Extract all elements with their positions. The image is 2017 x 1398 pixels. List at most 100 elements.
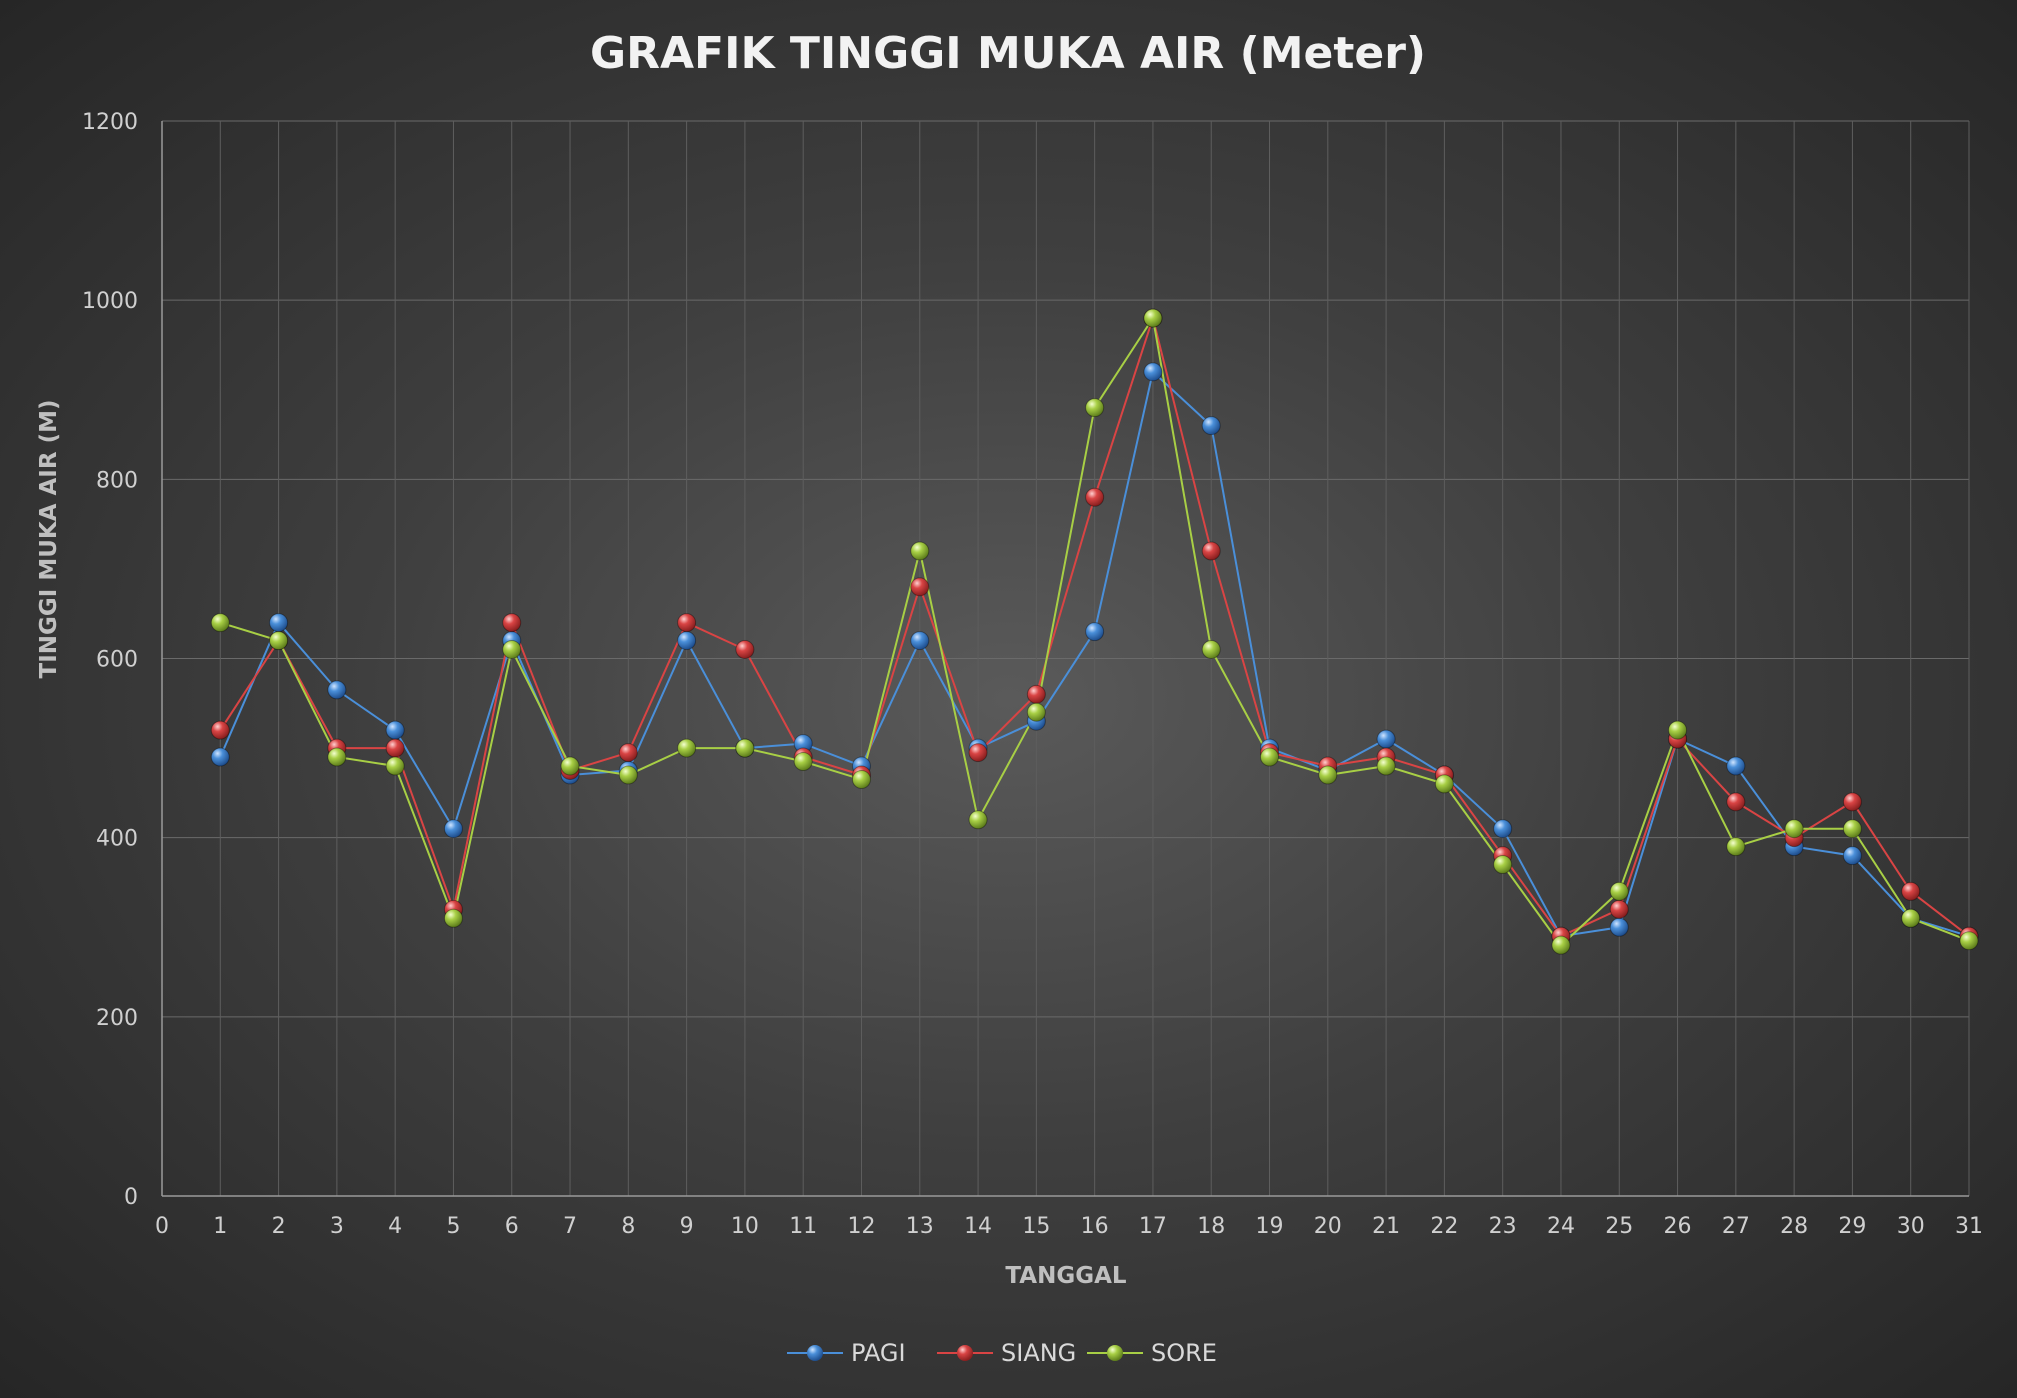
data-point-pagi <box>910 631 930 651</box>
data-point-siang <box>968 743 988 763</box>
x-tick-label: 13 <box>906 1214 934 1239</box>
y-axis-title: TINGGI MUKA AIR (M) <box>36 400 62 679</box>
y-tick-label: 400 <box>96 827 138 852</box>
x-tick-label: 25 <box>1605 1214 1633 1239</box>
x-axis-title: TANGGAL <box>1005 1263 1127 1289</box>
data-point-siang <box>735 640 755 660</box>
legend-marker <box>807 1345 823 1361</box>
x-tick-label: 5 <box>446 1214 460 1239</box>
data-point-siang <box>1026 684 1046 704</box>
x-tick-label: 3 <box>330 1214 344 1239</box>
legend-label: PAGI <box>851 1339 906 1367</box>
x-tick-label: 18 <box>1197 1214 1225 1239</box>
data-point-pagi <box>385 720 405 740</box>
data-point-pagi <box>1085 622 1105 642</box>
data-point-sore <box>1376 756 1396 776</box>
data-point-sore <box>385 756 405 776</box>
y-tick-label: 200 <box>96 1006 138 1031</box>
data-point-pagi <box>1609 917 1629 937</box>
x-tick-label: 30 <box>1897 1214 1925 1239</box>
x-tick-label: 20 <box>1314 1214 1342 1239</box>
legend-label: SORE <box>1151 1339 1217 1367</box>
data-point-sore <box>1201 640 1221 660</box>
data-point-sore <box>910 541 930 561</box>
legend-item-sore: SORE <box>1087 1339 1217 1367</box>
x-tick-label: 14 <box>964 1214 992 1239</box>
data-point-siang <box>502 613 522 633</box>
x-tick-label: 8 <box>621 1214 635 1239</box>
data-point-sore <box>968 810 988 830</box>
data-point-sore <box>1026 702 1046 722</box>
data-point-sore <box>269 631 289 651</box>
y-tick-label: 1000 <box>82 289 138 314</box>
x-tick-label: 6 <box>505 1214 519 1239</box>
y-tick-labels: 0 200 400 600 800 1000 1200 <box>82 110 138 1210</box>
data-point-sore <box>735 738 755 758</box>
data-point-sore <box>1784 819 1804 839</box>
data-point-sore <box>1551 935 1571 955</box>
legend-item-siang: SIANG <box>937 1339 1076 1367</box>
y-tick-label: 600 <box>96 648 138 673</box>
x-tick-labels: 0 1 2 3 4 5 6 7 8 9 10 11 12 13 14 15 16 17 18 19 20 21 22 23 24… <box>155 1214 1983 1239</box>
x-tick-label: 2 <box>272 1214 286 1239</box>
x-tick-label: 1 <box>213 1214 227 1239</box>
x-tick-label: 24 <box>1547 1214 1575 1239</box>
y-tick-label: 800 <box>96 468 138 493</box>
legend-label: SIANG <box>1001 1339 1076 1367</box>
data-point-siang <box>210 720 230 740</box>
x-tick-label: 7 <box>563 1214 577 1239</box>
x-tick-label: 9 <box>680 1214 694 1239</box>
data-point-siang <box>677 613 697 633</box>
data-point-siang <box>1901 881 1921 901</box>
legend-item-pagi: PAGI <box>787 1339 906 1367</box>
legend: PAGI SIANG SORE <box>787 1339 1217 1367</box>
data-point-siang <box>1201 541 1221 561</box>
chart-title: GRAFIK TINGGI MUKA AIR (Meter) <box>590 28 1426 79</box>
data-point-sore <box>560 756 580 776</box>
x-tick-label: 22 <box>1430 1214 1458 1239</box>
x-tick-label: 29 <box>1838 1214 1866 1239</box>
data-point-pagi <box>677 631 697 651</box>
data-point-pagi <box>1201 416 1221 436</box>
data-point-sore <box>1143 308 1163 328</box>
data-point-sore <box>1726 837 1746 857</box>
data-point-sore <box>677 738 697 758</box>
data-point-sore <box>851 769 871 789</box>
data-point-sore <box>1609 881 1629 901</box>
x-tick-label: 19 <box>1256 1214 1284 1239</box>
data-point-sore <box>210 613 230 633</box>
data-point-sore <box>502 640 522 660</box>
axes <box>161 121 1969 1197</box>
data-point-siang <box>1609 899 1629 919</box>
data-point-sore <box>618 765 638 785</box>
data-point-pagi <box>1726 756 1746 776</box>
data-point-pagi <box>1376 729 1396 749</box>
x-tick-label: 28 <box>1780 1214 1808 1239</box>
data-point-sore <box>1842 819 1862 839</box>
data-point-sore <box>327 747 347 767</box>
grid <box>161 120 1970 1197</box>
legend-marker <box>1107 1345 1123 1361</box>
data-point-siang <box>1842 792 1862 812</box>
x-tick-label: 16 <box>1081 1214 1109 1239</box>
data-point-siang <box>618 743 638 763</box>
data-point-pagi <box>443 819 463 839</box>
data-point-sore <box>1085 398 1105 418</box>
data-point-siang <box>1726 792 1746 812</box>
x-tick-label: 11 <box>789 1214 817 1239</box>
data-point-pagi <box>327 680 347 700</box>
x-tick-label: 21 <box>1372 1214 1400 1239</box>
data-point-pagi <box>1493 819 1513 839</box>
y-tick-label: 0 <box>124 1185 138 1210</box>
data-point-sore <box>1959 931 1979 951</box>
data-point-pagi <box>269 613 289 633</box>
data-point-sore <box>1668 720 1688 740</box>
x-tick-label: 0 <box>155 1214 169 1239</box>
data-point-pagi <box>210 747 230 767</box>
x-tick-label: 4 <box>388 1214 402 1239</box>
data-point-sore <box>1260 747 1280 767</box>
x-tick-label: 26 <box>1664 1214 1692 1239</box>
x-tick-label: 27 <box>1722 1214 1750 1239</box>
